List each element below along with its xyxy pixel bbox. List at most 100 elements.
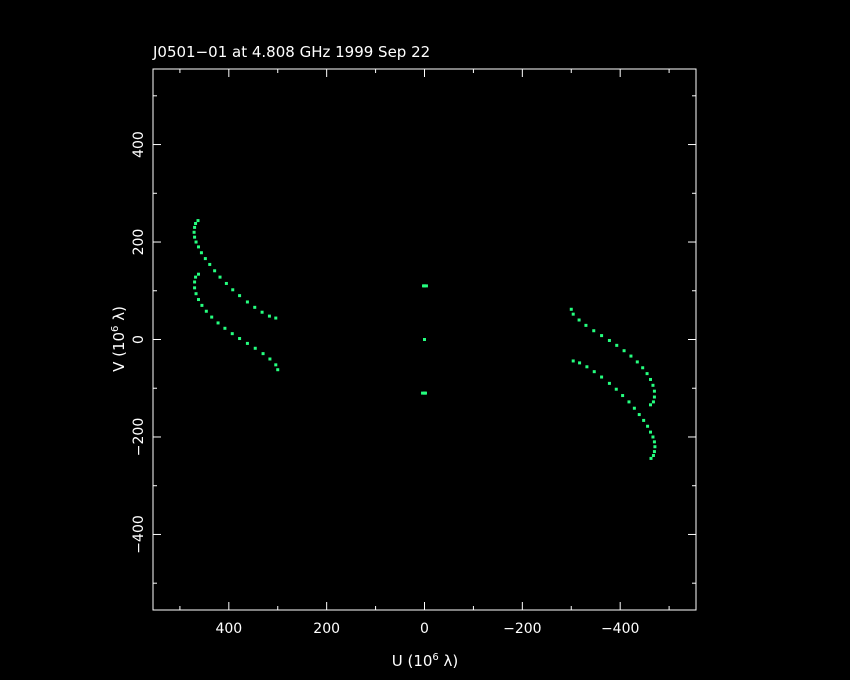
uv-point bbox=[261, 352, 265, 356]
uv-point bbox=[218, 275, 222, 279]
uv-point bbox=[651, 453, 655, 457]
uv-point bbox=[607, 338, 611, 342]
uv-point bbox=[592, 370, 596, 374]
uv-point bbox=[208, 262, 212, 266]
uv-point bbox=[637, 413, 641, 417]
uv-point bbox=[194, 292, 198, 296]
uv-point bbox=[231, 288, 235, 292]
uv-point bbox=[569, 307, 573, 311]
uv-point bbox=[652, 395, 656, 399]
uv-point bbox=[649, 430, 653, 434]
uv-point bbox=[615, 343, 619, 347]
uv-point bbox=[614, 387, 618, 391]
uv-point bbox=[230, 332, 234, 336]
x-axis-label-exponent: 6 bbox=[432, 652, 438, 663]
y-tick-labels: −400 −200 0 200 400 bbox=[131, 131, 147, 554]
uv-point bbox=[193, 286, 197, 290]
uv-point bbox=[629, 354, 633, 358]
uv-point bbox=[592, 329, 596, 333]
y-tick-label: 0 bbox=[131, 335, 147, 344]
uv-point bbox=[622, 349, 626, 353]
uv-point bbox=[238, 337, 242, 341]
x-tick-label: 400 bbox=[215, 621, 242, 637]
uv-point bbox=[193, 280, 197, 284]
uv-point bbox=[196, 219, 200, 223]
uv-point bbox=[203, 257, 207, 261]
uv-point bbox=[585, 365, 589, 369]
uv-point bbox=[653, 445, 657, 449]
uv-point bbox=[238, 294, 242, 298]
uv-point bbox=[571, 312, 575, 316]
uv-point bbox=[245, 300, 249, 304]
x-tick-labels: 400 200 0 −200 −400 bbox=[215, 621, 639, 637]
x-axis-label: U (106 λ) bbox=[392, 652, 459, 670]
uv-point bbox=[274, 363, 278, 367]
uv-point bbox=[584, 323, 588, 327]
uv-point bbox=[193, 225, 197, 229]
uv-point bbox=[267, 314, 271, 318]
uv-point bbox=[632, 406, 636, 410]
x-tick-label: 0 bbox=[420, 621, 429, 637]
uv-point bbox=[193, 235, 197, 239]
x-axis-label-prefix: U (10 bbox=[392, 652, 433, 670]
uv-point bbox=[652, 389, 656, 393]
uv-point bbox=[627, 400, 631, 404]
uv-point bbox=[192, 230, 196, 234]
uv-point bbox=[649, 403, 653, 407]
uv-point bbox=[194, 222, 198, 226]
uv-point bbox=[260, 310, 264, 314]
uv-point bbox=[423, 338, 426, 341]
uv-point bbox=[223, 326, 227, 330]
uv-point bbox=[577, 318, 581, 322]
uv-point bbox=[571, 359, 575, 363]
uv-point bbox=[422, 284, 426, 288]
y-tick-label: 400 bbox=[131, 131, 147, 158]
uv-point bbox=[645, 372, 649, 376]
uv-point bbox=[607, 381, 611, 385]
uv-point bbox=[646, 424, 650, 428]
chart-title: J0501−01 at 4.808 GHz 1999 Sep 22 bbox=[152, 43, 430, 61]
y-tick-label: −400 bbox=[131, 515, 147, 553]
uv-point bbox=[268, 357, 272, 361]
uv-point bbox=[652, 450, 656, 454]
uv-point bbox=[196, 298, 200, 302]
y-tick-label: −200 bbox=[131, 418, 147, 456]
uv-point bbox=[649, 377, 653, 381]
uv-point bbox=[642, 418, 646, 422]
uv-point bbox=[641, 366, 645, 370]
uv-point bbox=[274, 316, 278, 320]
uv-point bbox=[651, 435, 655, 439]
uv-point bbox=[200, 303, 204, 307]
uv-point bbox=[651, 400, 655, 404]
uv-point bbox=[196, 272, 200, 276]
uv-point bbox=[194, 275, 198, 279]
x-axis-label-suffix: λ) bbox=[439, 652, 459, 670]
y-axis-label: V (106 λ) bbox=[110, 306, 128, 372]
uv-point bbox=[652, 440, 656, 444]
tick-marks bbox=[153, 69, 696, 610]
x-tick-label: −200 bbox=[503, 621, 541, 637]
uv-point bbox=[649, 456, 653, 460]
uv-point bbox=[578, 361, 582, 365]
uv-point bbox=[424, 284, 428, 288]
uv-point bbox=[204, 309, 208, 313]
y-axis-label-exponent: 6 bbox=[110, 326, 121, 332]
uv-point bbox=[253, 346, 257, 350]
uv-point bbox=[213, 269, 217, 273]
uv-point bbox=[194, 240, 198, 244]
uv-point bbox=[423, 391, 427, 395]
uv-point bbox=[245, 341, 249, 345]
data-points bbox=[192, 219, 657, 460]
uv-point bbox=[196, 245, 200, 249]
uv-point bbox=[210, 315, 214, 319]
x-tick-label: 200 bbox=[313, 621, 340, 637]
y-axis-label-suffix: λ) bbox=[110, 306, 128, 326]
uv-point bbox=[621, 394, 625, 398]
uv-point bbox=[199, 251, 203, 255]
uv-point bbox=[253, 305, 257, 309]
y-axis-label-prefix: V (10 bbox=[110, 332, 128, 372]
uv-point bbox=[600, 334, 604, 338]
uv-point bbox=[600, 375, 604, 379]
uv-point bbox=[216, 321, 220, 325]
